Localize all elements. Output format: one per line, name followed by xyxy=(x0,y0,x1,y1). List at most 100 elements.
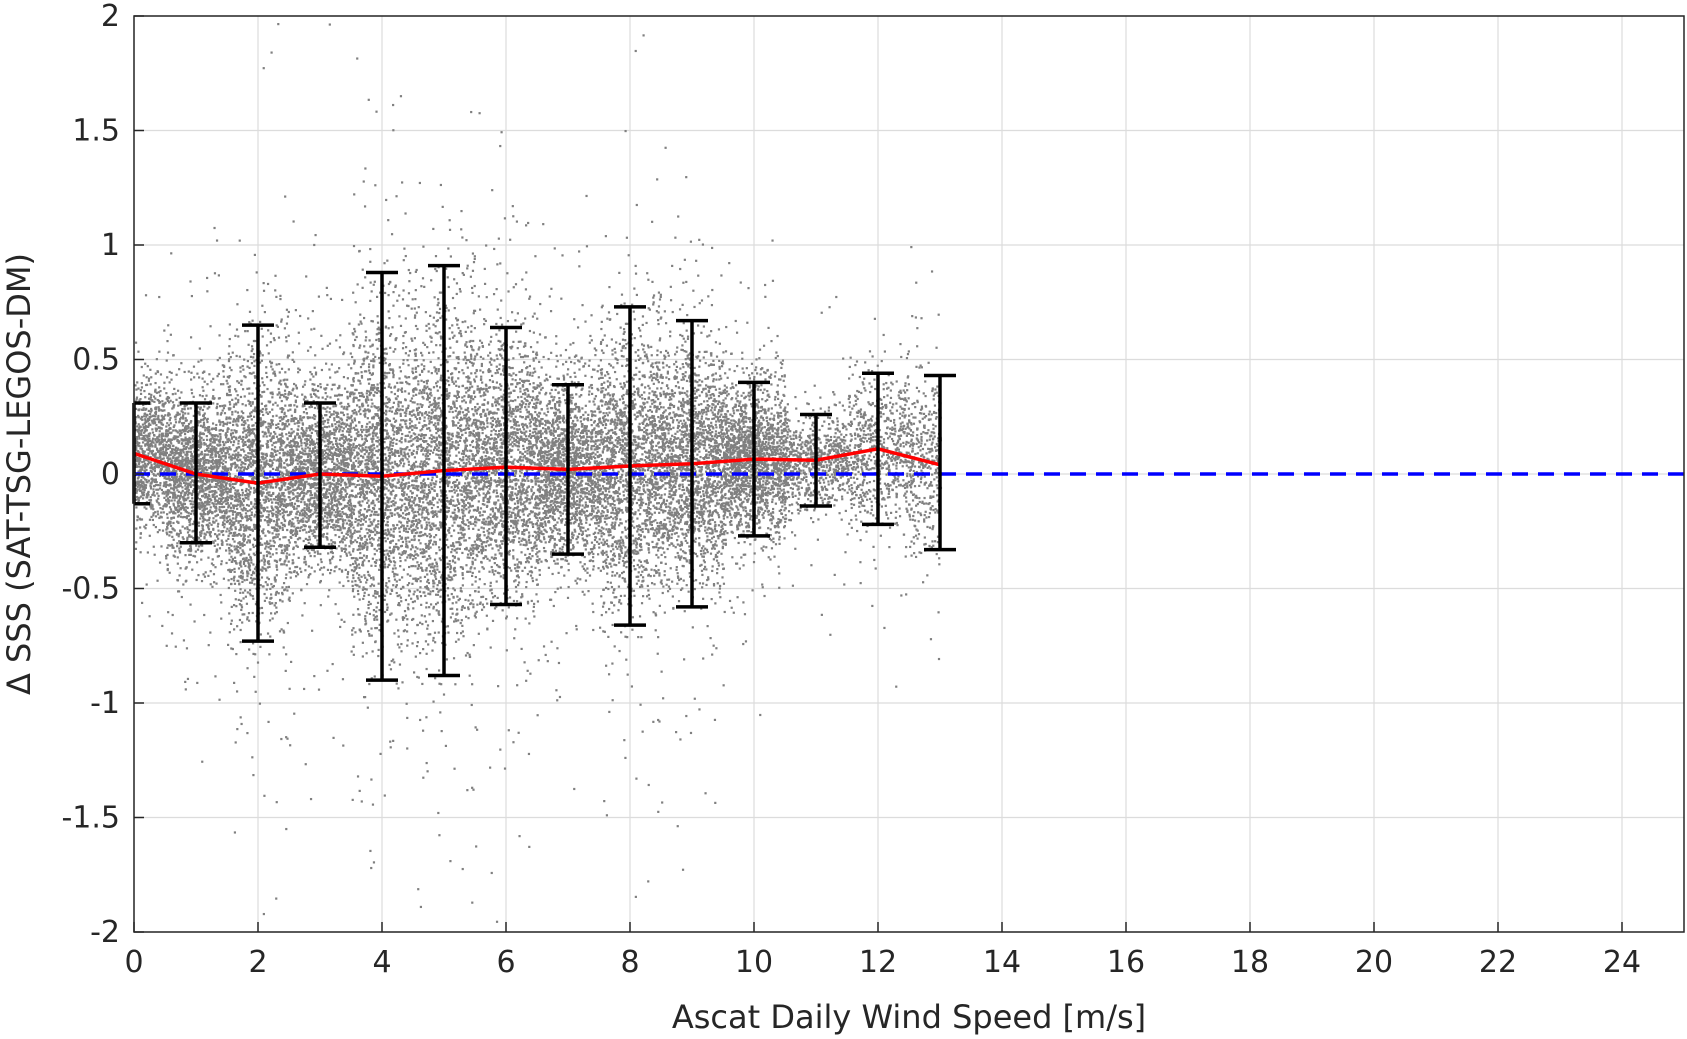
scatter-point xyxy=(144,484,147,487)
scatter-point xyxy=(192,488,196,491)
scatter-point xyxy=(151,477,154,480)
scatter-point xyxy=(211,585,214,588)
scatter-point xyxy=(247,463,251,466)
scatter-point xyxy=(263,384,266,387)
scatter-point xyxy=(186,441,190,445)
scatter-point xyxy=(144,424,147,428)
scatter-point xyxy=(214,478,217,481)
scatter-point xyxy=(219,435,222,438)
scatter-point xyxy=(178,549,181,553)
scatter-point xyxy=(235,495,238,499)
scatter-point xyxy=(213,497,217,501)
scatter-point xyxy=(248,541,251,544)
scatter-point xyxy=(172,516,176,519)
scatter-point xyxy=(171,448,174,451)
scatter-point xyxy=(230,605,233,608)
scatter-point xyxy=(235,515,238,519)
scatter-point xyxy=(168,419,171,422)
scatter-point xyxy=(248,429,251,432)
scatter-point xyxy=(220,486,223,490)
scatter-point xyxy=(286,443,289,447)
scatter-point xyxy=(233,545,236,548)
scatter-point xyxy=(140,479,143,482)
scatter-point xyxy=(277,533,280,536)
scatter-point xyxy=(229,490,232,493)
scatter-point xyxy=(288,463,291,466)
scatter-point xyxy=(189,523,192,526)
scatter-point xyxy=(271,467,275,471)
scatter-point xyxy=(327,439,330,442)
scatter-point xyxy=(233,450,236,453)
scatter-point xyxy=(181,422,184,425)
scatter-point xyxy=(135,436,139,439)
scatter-point xyxy=(269,602,272,605)
scatter-point xyxy=(247,452,250,455)
scatter-point xyxy=(247,612,251,615)
scatter-point xyxy=(139,495,143,498)
scatter-point xyxy=(201,483,204,486)
scatter-point xyxy=(190,549,193,552)
scatter-point xyxy=(143,439,147,442)
scatter-point xyxy=(202,513,205,516)
scatter-point xyxy=(234,397,237,400)
scatter-point xyxy=(284,498,287,501)
scatter-point xyxy=(174,512,177,515)
scatter-point xyxy=(278,509,281,513)
scatter-point xyxy=(231,538,235,541)
scatter-point xyxy=(152,512,155,515)
scatter-point xyxy=(184,447,187,451)
scatter-point xyxy=(200,432,204,435)
scatter-point xyxy=(242,533,245,536)
scatter-point xyxy=(171,449,174,453)
scatter-point xyxy=(269,545,272,548)
scatter-point xyxy=(240,599,243,602)
scatter-point xyxy=(140,475,143,479)
scatter-point xyxy=(171,496,175,499)
scatter-point xyxy=(198,347,201,350)
scatter-point xyxy=(320,560,323,564)
scatter-point xyxy=(174,495,177,498)
scatter-point xyxy=(262,422,265,425)
scatter-point xyxy=(197,460,200,463)
scatter-point xyxy=(260,444,263,447)
scatter-point xyxy=(239,641,242,644)
scatter-point xyxy=(260,469,263,472)
scatter-point xyxy=(292,454,295,457)
scatter-point xyxy=(145,468,148,472)
scatter-point xyxy=(233,454,237,457)
scatter-point xyxy=(159,482,162,485)
scatter-point xyxy=(339,489,342,492)
scatter-point xyxy=(143,426,146,429)
scatter-point xyxy=(291,491,294,495)
scatter-point xyxy=(234,475,237,478)
scatter-point xyxy=(192,506,195,509)
scatter-point xyxy=(221,493,224,496)
scatter-point xyxy=(208,373,211,376)
scatter-point xyxy=(220,601,223,604)
scatter-point xyxy=(165,449,168,452)
scatter-point xyxy=(283,426,286,429)
scatter-point xyxy=(249,589,252,592)
scatter-point xyxy=(270,505,273,508)
scatter-point xyxy=(324,391,327,395)
scatter-point xyxy=(147,409,150,413)
scatter-point xyxy=(266,387,269,391)
scatter-point xyxy=(176,452,179,455)
scatter-point xyxy=(327,552,330,555)
scatter-point xyxy=(154,483,158,487)
scatter-point xyxy=(253,475,256,479)
scatter-point xyxy=(243,552,246,555)
scatter-point xyxy=(206,499,209,502)
scatter-point xyxy=(285,473,288,476)
scatter-point xyxy=(253,553,256,557)
scatter-point xyxy=(141,466,144,469)
scatter-point xyxy=(235,449,238,452)
scatter-point xyxy=(260,452,263,455)
scatter-point xyxy=(183,499,186,502)
scatter-point xyxy=(170,632,174,635)
scatter-point xyxy=(285,458,288,461)
scatter-point xyxy=(251,441,254,444)
scatter-point xyxy=(156,418,159,421)
scatter-point xyxy=(212,402,215,405)
scatter-point xyxy=(135,489,138,492)
